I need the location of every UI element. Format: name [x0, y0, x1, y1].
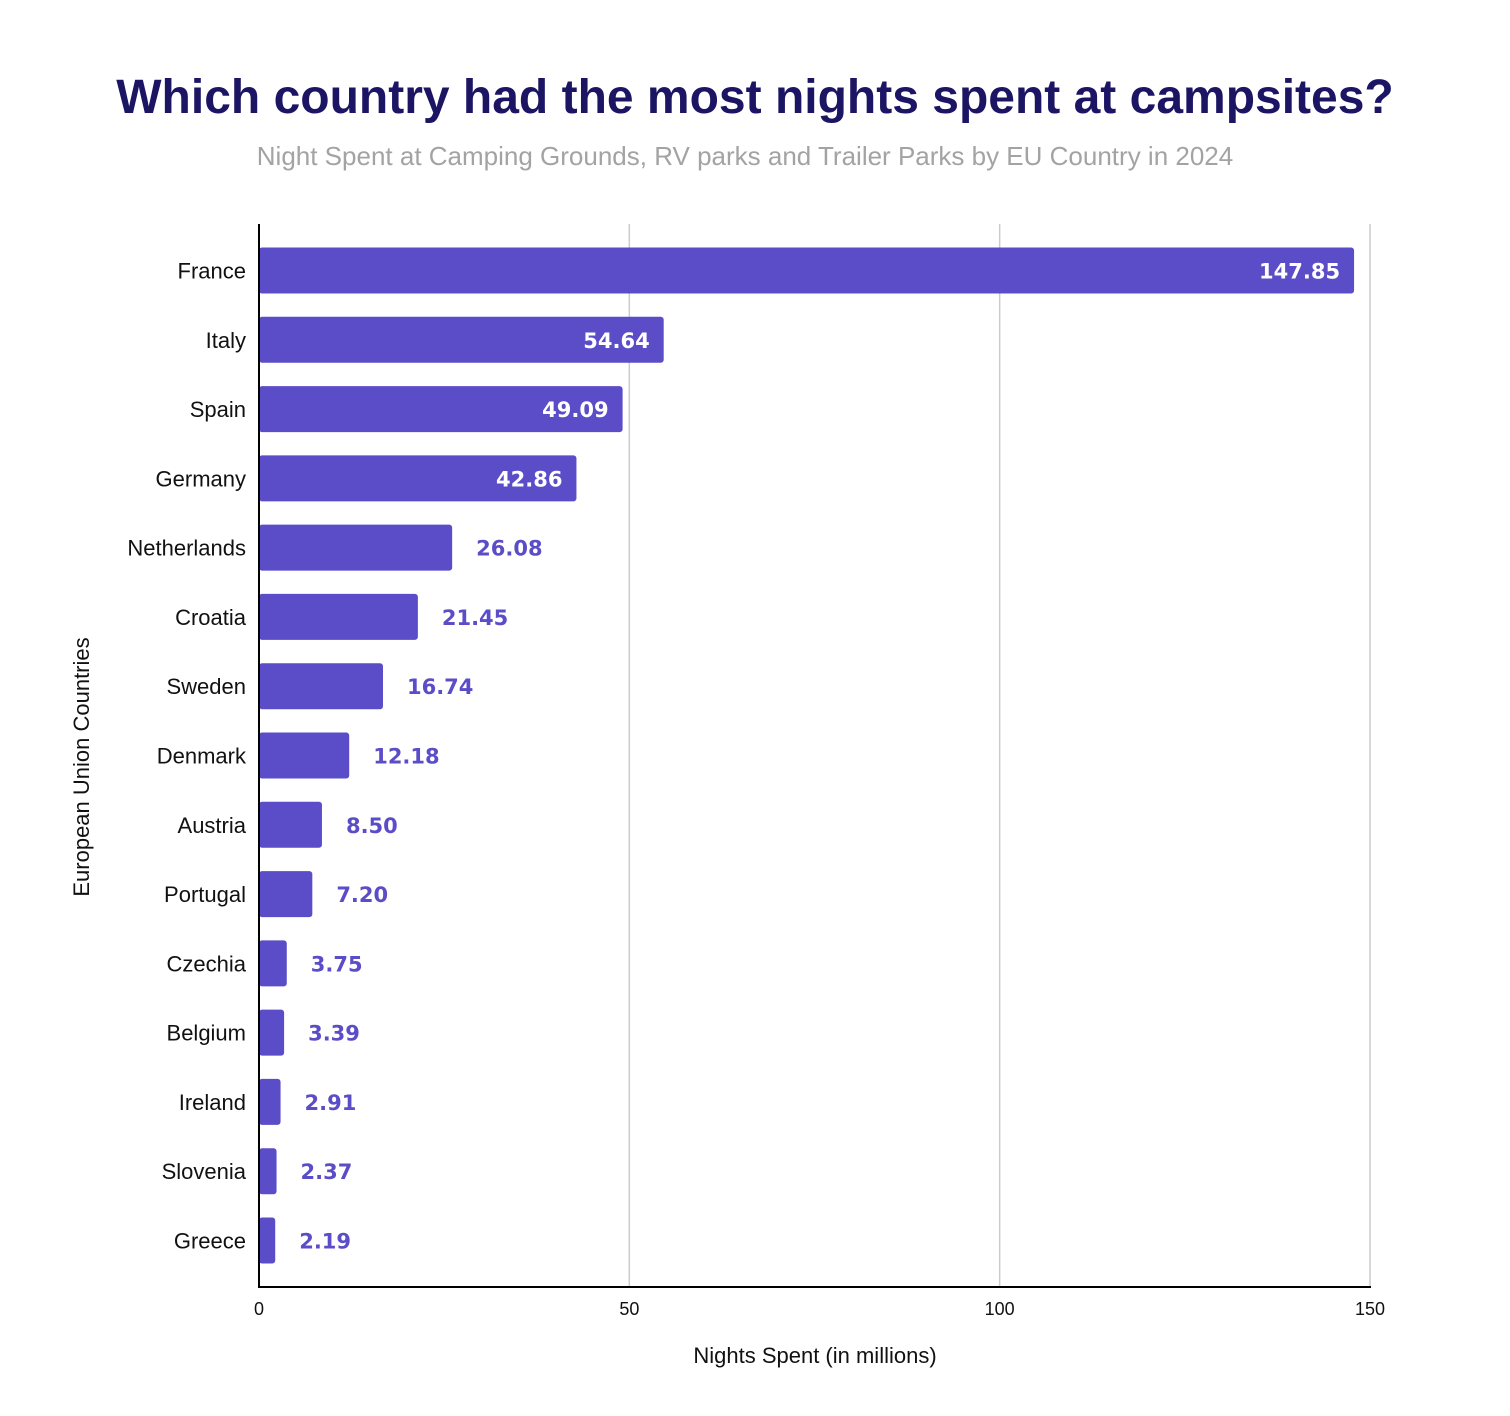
labels: 0 50 100 150 France 147.85 Italy 54.64 Spain 49.0…	[127, 259, 1385, 1320]
chart-title: Which country had the most nights spent …	[116, 71, 1394, 124]
value-label: 12.18	[373, 745, 439, 769]
x-axis-title: Nights Spent (in millions)	[693, 1343, 936, 1368]
bar-slovenia	[259, 1148, 277, 1195]
bar-netherlands	[259, 524, 453, 571]
category-label: Sweden	[166, 674, 246, 699]
x-tick-label: 150	[1355, 1299, 1385, 1319]
bar-portugal	[259, 871, 313, 918]
x-tick-label: 0	[254, 1299, 264, 1319]
grid-lines	[628, 224, 1371, 1287]
bar-spain	[259, 386, 623, 433]
value-label: 42.86	[496, 467, 562, 491]
bar-sweden	[259, 663, 383, 710]
category-label: Italy	[206, 328, 246, 353]
x-tick-label: 100	[985, 1299, 1015, 1319]
category-label: Austria	[178, 813, 247, 838]
bar-czechia	[259, 940, 287, 987]
bar-france	[259, 247, 1355, 294]
category-label: Germany	[156, 466, 246, 491]
y-axis-title: European Union Countries	[69, 637, 94, 896]
bar-italy	[259, 316, 664, 363]
value-label: 21.45	[442, 606, 508, 630]
value-label: 147.85	[1259, 260, 1340, 284]
bar-ireland	[259, 1078, 281, 1125]
category-label: Croatia	[175, 605, 247, 630]
value-label: 7.20	[336, 883, 388, 907]
category-label: Portugal	[164, 882, 246, 907]
bars	[259, 247, 1355, 1264]
chart-subtitle: Night Spent at Camping Grounds, RV parks…	[256, 141, 1234, 171]
category-label: Spain	[190, 397, 246, 422]
value-label: 26.08	[476, 537, 542, 561]
bar-greece	[259, 1217, 276, 1264]
category-label: Denmark	[157, 744, 247, 769]
bar-austria	[259, 801, 322, 848]
category-label: Belgium	[167, 1021, 246, 1046]
bar-germany	[259, 455, 577, 502]
category-label: Czechia	[167, 951, 247, 976]
category-label: Ireland	[179, 1090, 246, 1115]
x-tick-label: 50	[619, 1299, 639, 1319]
value-label: 3.39	[308, 1022, 360, 1046]
category-label: France	[178, 259, 246, 284]
value-label: 54.64	[583, 329, 649, 353]
value-label: 49.09	[542, 398, 608, 422]
bar-belgium	[259, 1009, 285, 1056]
bar-denmark	[259, 732, 350, 779]
value-label: 3.75	[311, 952, 363, 976]
category-label: Netherlands	[127, 536, 246, 561]
category-label: Slovenia	[162, 1159, 247, 1184]
value-label: 16.74	[407, 675, 473, 699]
category-label: Greece	[174, 1229, 246, 1254]
value-label: 2.37	[301, 1160, 353, 1184]
value-label: 8.50	[346, 814, 398, 838]
value-label: 2.91	[305, 1091, 357, 1115]
bar-croatia	[259, 593, 418, 640]
axes	[258, 224, 1371, 1288]
value-label: 2.19	[299, 1230, 351, 1254]
